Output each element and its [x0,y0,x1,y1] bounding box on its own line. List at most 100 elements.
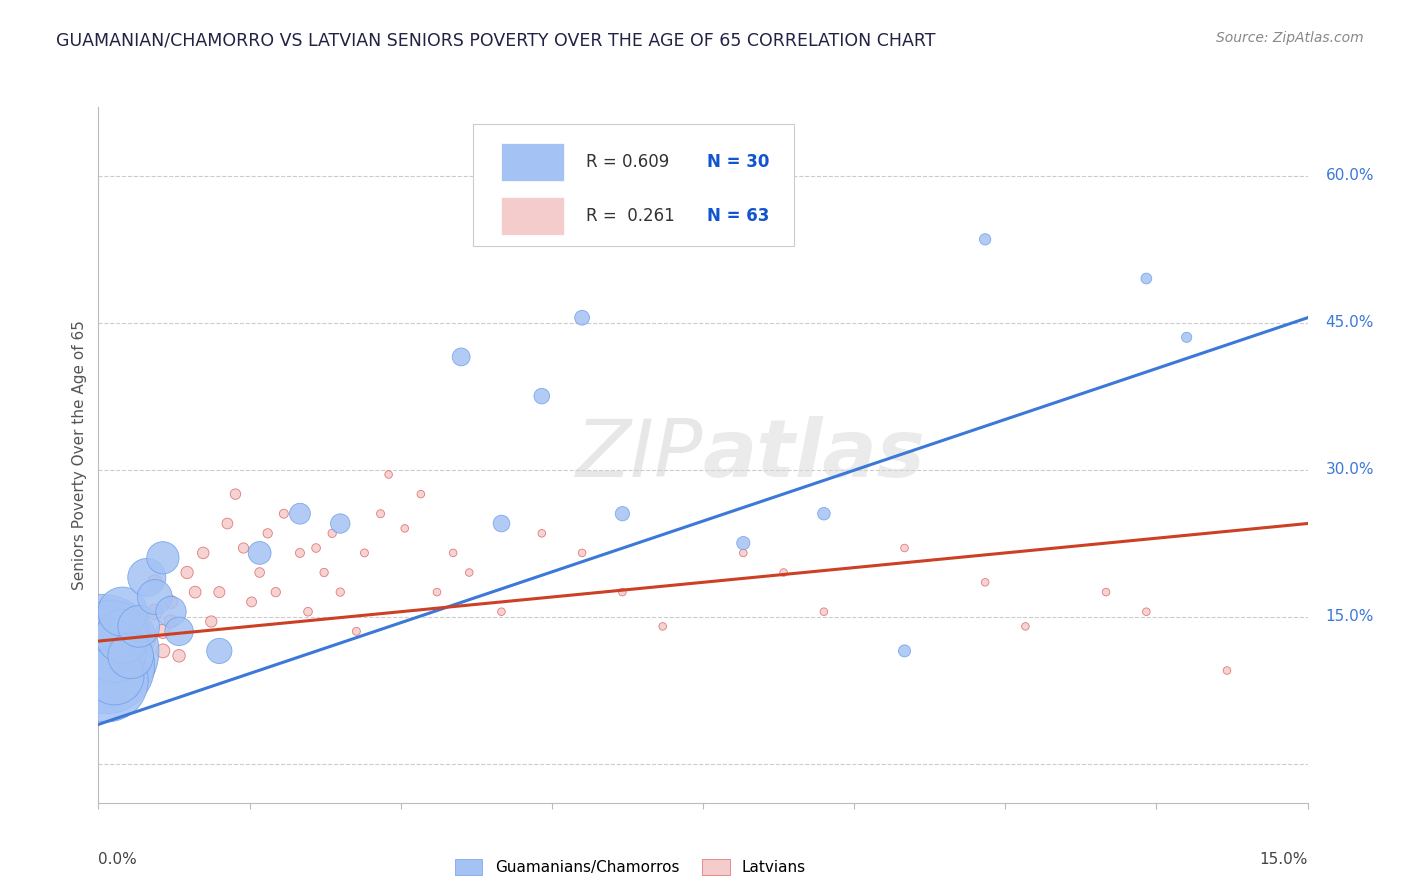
Point [491,605,513,619]
Point [893,541,915,555]
Point [152,644,174,658]
Point [530,526,553,541]
Point [96,673,118,688]
FancyBboxPatch shape [501,144,564,181]
Text: 0.0%: 0.0% [98,852,138,866]
Point [273,507,295,521]
Point [120,648,142,663]
Legend: Guamanians/Chamorros, Latvians: Guamanians/Chamorros, Latvians [456,859,806,875]
Point [90,634,112,648]
Point [143,605,166,619]
Point [974,575,997,590]
Point [200,615,222,629]
Point [240,595,263,609]
Point [103,668,125,682]
Point [1175,330,1198,344]
Point [143,575,166,590]
Point [1135,605,1157,619]
Point [329,516,352,531]
Point [344,624,367,639]
Point [232,541,254,555]
Point [128,615,150,629]
Point [458,566,481,580]
Point [733,536,755,550]
Point [571,546,593,560]
Text: ZIP: ZIP [575,416,703,494]
Point [441,546,464,560]
Point [152,550,174,565]
Text: GUAMANIAN/CHAMORRO VS LATVIAN SENIORS POVERTY OVER THE AGE OF 65 CORRELATION CHA: GUAMANIAN/CHAMORRO VS LATVIAN SENIORS PO… [56,31,936,49]
Point [321,526,343,541]
Point [160,615,183,629]
Text: 45.0%: 45.0% [1326,315,1374,330]
Point [107,668,129,682]
Point [167,624,190,639]
Point [409,487,432,501]
Point [176,566,198,580]
Text: R =  0.261: R = 0.261 [586,207,675,225]
Point [217,516,239,531]
Point [120,654,142,668]
Point [377,467,399,482]
Point [135,664,157,678]
Point [135,634,157,648]
Point [651,619,673,633]
Point [91,644,114,658]
Point [1014,619,1036,633]
Point [974,232,997,246]
Point [128,644,150,658]
Point [733,546,755,560]
Point [329,585,352,599]
Point [91,654,114,668]
Point [160,595,183,609]
Point [249,546,271,560]
Point [100,629,122,643]
Point [128,619,150,633]
Point [111,629,134,643]
Text: N = 63: N = 63 [707,207,769,225]
Text: 15.0%: 15.0% [1326,609,1374,624]
Text: Source: ZipAtlas.com: Source: ZipAtlas.com [1216,31,1364,45]
Point [100,644,122,658]
Text: 30.0%: 30.0% [1326,462,1374,477]
Point [426,585,449,599]
Point [103,644,125,658]
Point [612,585,634,599]
Point [772,566,794,580]
Point [370,507,392,521]
Point [491,516,513,531]
Point [288,507,311,521]
Point [264,585,287,599]
Point [612,507,634,521]
Point [111,605,134,619]
Point [1095,585,1118,599]
Point [813,605,835,619]
Point [1135,271,1157,285]
Point [256,526,278,541]
Point [305,541,328,555]
Text: atlas: atlas [703,416,925,494]
Text: 15.0%: 15.0% [1260,852,1308,866]
Point [96,658,118,673]
Point [193,546,215,560]
Point [224,487,246,501]
Point [135,570,157,584]
Point [143,590,166,604]
Point [96,664,118,678]
Point [893,644,915,658]
Point [208,644,231,658]
Point [103,634,125,648]
Point [394,521,416,535]
FancyBboxPatch shape [474,124,793,246]
Point [530,389,553,403]
Point [314,566,336,580]
Y-axis label: Seniors Poverty Over the Age of 65: Seniors Poverty Over the Age of 65 [72,320,87,590]
Text: R = 0.609: R = 0.609 [586,153,669,171]
Point [571,310,593,325]
Text: 60.0%: 60.0% [1326,168,1374,183]
Point [152,624,174,639]
Point [353,546,375,560]
Point [111,648,134,663]
Point [111,605,134,619]
Point [813,507,835,521]
